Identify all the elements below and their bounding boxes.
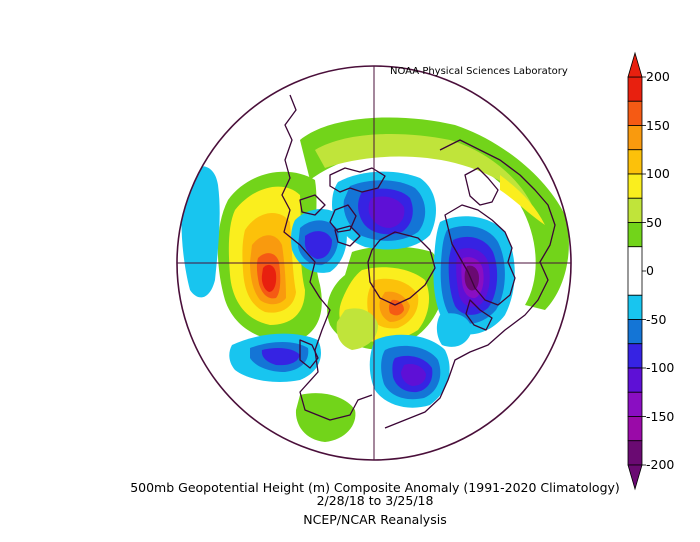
negative-anomaly-siberia-4	[401, 364, 426, 386]
scandinavia-coast	[464, 167, 499, 206]
positive-anomaly-ring-inner	[315, 134, 532, 205]
colorbar-bin-10	[627, 343, 643, 369]
colorbar-bin-9	[627, 319, 643, 345]
credit-text: NOAA Physical Sciences Laboratory	[390, 66, 568, 77]
caption-date-range: 2/28/18 to 3/25/18	[316, 493, 434, 508]
colorbar-label: -150	[646, 408, 675, 424]
north-america-coast	[281, 94, 373, 421]
colorbar-label: 100	[646, 166, 670, 181]
asia-coast	[384, 139, 556, 429]
negative-anomaly-arctic-4	[368, 196, 405, 228]
colorbar-label: 0	[646, 263, 654, 278]
positive-anomaly-yellow	[500, 175, 545, 225]
colorbar-label: -50	[646, 311, 667, 327]
colorbar-min-arrow	[627, 464, 643, 491]
colorbar-label: 200	[646, 69, 670, 84]
caption-source: NCEP/NCAR Reanalysis	[303, 512, 447, 527]
colorbar-label: -200	[646, 457, 675, 472]
greenland-coast	[367, 231, 436, 306]
colorbar-bin-12	[627, 391, 643, 417]
positive-anomaly-ring	[300, 117, 569, 310]
colorbar-bin-2	[627, 125, 643, 151]
negative-anomaly-pacific-south-3	[261, 347, 300, 366]
colorbar-max-arrow	[627, 51, 643, 78]
negative-anomaly-pacific-west	[181, 166, 220, 298]
coastlines	[281, 94, 556, 429]
colorbar-bin-8	[627, 294, 643, 320]
colorbar-bin-13	[627, 416, 643, 442]
map-outline	[176, 65, 572, 461]
colorbar-bin-3	[627, 149, 643, 175]
canadian-archipelago	[299, 167, 386, 247]
colorbar-bin-0	[627, 76, 643, 102]
caption-title: 500mb Geopotential Height (m) Composite …	[130, 480, 620, 495]
colorbar-bin-11	[627, 367, 643, 393]
positive-anomaly-south	[336, 308, 378, 350]
hudson-bay	[329, 204, 357, 233]
anomaly-field	[181, 117, 569, 442]
negative-anomaly-east-atlantic	[436, 313, 472, 347]
europe-coast	[444, 204, 516, 306]
colorbar-label: 50	[646, 214, 662, 230]
negative-anomaly-canada-3	[304, 231, 332, 259]
japan-coast	[299, 339, 319, 369]
colorbar-label: -100	[646, 360, 675, 375]
colorbar-bin-5	[627, 197, 643, 223]
colorbar	[627, 51, 646, 491]
positive-anomaly-pacific-max	[261, 264, 277, 292]
colorbar-bin-1	[627, 100, 643, 126]
colorbar-bin-14	[627, 440, 643, 466]
colorbar-label: 150	[646, 117, 670, 133]
colorbar-bin-4	[627, 173, 643, 199]
colorbar-bin-7	[627, 246, 643, 296]
colorbar-bin-6	[627, 222, 643, 248]
mediterranean	[465, 299, 493, 331]
positive-anomaly-southwest	[295, 393, 356, 442]
